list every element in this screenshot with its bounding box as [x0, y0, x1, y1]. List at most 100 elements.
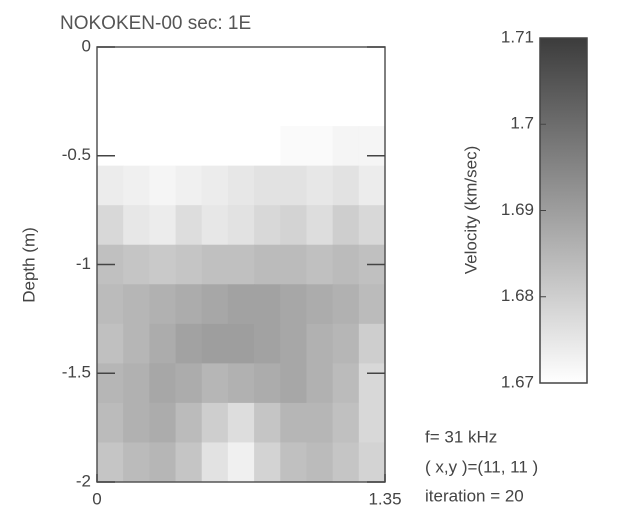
heatmap-cell	[201, 126, 229, 167]
colorbar	[539, 37, 588, 384]
heatmap-cell	[254, 86, 281, 127]
heatmap-cell	[332, 86, 360, 127]
heatmap-cell	[123, 126, 150, 167]
annotation: f= 31 kHz	[425, 427, 497, 446]
heatmap-cell	[358, 165, 386, 206]
heatmap-cell	[332, 363, 360, 404]
heatmap-cell	[227, 165, 255, 206]
heatmap-cell	[123, 165, 150, 206]
heatmap-cell	[149, 442, 177, 483]
heatmap-cell	[227, 126, 255, 167]
heatmap-cell	[97, 363, 124, 404]
chart-title: NOKOKEN-00 sec: 1E	[60, 13, 251, 34]
heatmap-cell	[201, 244, 229, 285]
colorbar-tick-label: 1.69	[501, 200, 534, 219]
heatmap-cell	[306, 126, 334, 167]
heatmap-cell	[123, 47, 150, 88]
heatmap-cell	[149, 126, 177, 167]
heatmap-cell	[175, 47, 203, 88]
heatmap-cell	[280, 47, 307, 88]
heatmap-cell	[280, 442, 307, 483]
heatmap-cell	[149, 284, 177, 325]
heatmap-cell	[280, 402, 307, 443]
heatmap-cell	[254, 165, 281, 206]
heatmap-cell	[227, 402, 255, 443]
heatmap-cell	[227, 284, 255, 325]
y-tick-label: 0	[82, 36, 91, 55]
heatmap-cell	[254, 47, 281, 88]
heatmap-cell	[254, 284, 281, 325]
heatmap-cell	[332, 126, 360, 167]
heatmap-cell	[149, 402, 177, 443]
y-tick-label: -1.5	[62, 363, 91, 382]
heatmap-cell	[149, 244, 177, 285]
heatmap-cell	[175, 126, 203, 167]
heatmap-cell	[227, 205, 255, 246]
heatmap-cell	[123, 284, 150, 325]
heatmap-cell	[175, 86, 203, 127]
heatmap-cell	[254, 126, 281, 167]
y-axis-label: Depth (m)	[19, 227, 38, 303]
colorbar-tick-label: 1.67	[501, 372, 534, 391]
heatmap-cell	[332, 244, 360, 285]
heatmap-cell	[123, 442, 150, 483]
heatmap-cell	[306, 86, 334, 127]
annotation: iteration = 20	[425, 486, 524, 505]
heatmap-cell	[358, 442, 386, 483]
heatmap-cell	[332, 442, 360, 483]
heatmap-cell	[332, 165, 360, 206]
heatmap-cell	[123, 244, 150, 285]
colorbar-tick-label: 1.68	[501, 286, 534, 305]
heatmap-cell	[254, 244, 281, 285]
heatmap-cell	[280, 165, 307, 206]
heatmap-cell	[123, 86, 150, 127]
heatmap-cell	[332, 323, 360, 364]
heatmap-cell	[175, 363, 203, 404]
heatmap-cell	[358, 126, 386, 167]
colorbar-label: Velocity (km/sec)	[461, 146, 480, 274]
heatmap-cell	[358, 86, 386, 127]
heatmap-cell	[280, 86, 307, 127]
heatmap-cell	[123, 402, 150, 443]
heatmap-cell	[332, 47, 360, 88]
heatmap-cell	[97, 165, 124, 206]
heatmap-cell	[306, 165, 334, 206]
heatmap-cell	[175, 402, 203, 443]
heatmap-cell	[97, 47, 124, 88]
heatmap-cell	[332, 284, 360, 325]
heatmap-cell	[201, 165, 229, 206]
heatmap-cell	[201, 323, 229, 364]
heatmap-cell	[97, 205, 124, 246]
heatmap-cell	[254, 442, 281, 483]
heatmap-cell	[280, 205, 307, 246]
annotation: ( x,y )=(11, 11 )	[425, 457, 538, 476]
heatmap-cell	[149, 323, 177, 364]
heatmap-cell	[175, 284, 203, 325]
heatmap-cell	[306, 323, 334, 364]
heatmap-cell	[201, 363, 229, 404]
heatmap-cell	[306, 402, 334, 443]
heatmap-cell	[358, 205, 386, 246]
heatmap-cell	[227, 86, 255, 127]
heatmap-cell	[254, 205, 281, 246]
heatmap-cell	[254, 323, 281, 364]
heatmap-cell	[358, 47, 386, 88]
heatmap-cell	[280, 126, 307, 167]
heatmap-cell	[306, 442, 334, 483]
heatmap-cell	[358, 323, 386, 364]
heatmap-cell	[97, 442, 124, 483]
heatmap-cell	[332, 402, 360, 443]
heatmap-cell	[227, 323, 255, 364]
heatmap-cell	[149, 86, 177, 127]
heatmap-cell	[123, 323, 150, 364]
heatmap-cell	[254, 363, 281, 404]
heatmap-cell	[306, 284, 334, 325]
heatmap-cell	[306, 244, 334, 285]
heatmap-cell	[149, 165, 177, 206]
heatmap-cell	[227, 363, 255, 404]
heatmap-cell	[149, 363, 177, 404]
x-tick-label: 0	[92, 489, 101, 508]
heatmap-cell	[201, 205, 229, 246]
heatmap-cell	[280, 323, 307, 364]
